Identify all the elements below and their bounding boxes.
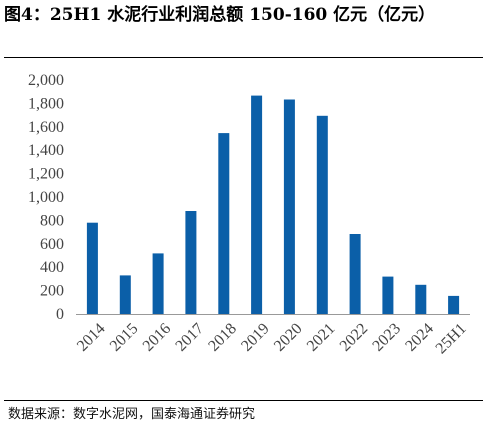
x-tick-label: 2023: [369, 320, 404, 355]
bar-2017: [185, 211, 197, 314]
chart-title: 图4：25H1 水泥行业利润总额 150-160 亿元（亿元）: [4, 5, 436, 25]
bar-2022: [349, 234, 361, 314]
y-tick-label: 0: [56, 306, 64, 323]
y-tick-label: 600: [40, 236, 64, 253]
x-tick-label: 2019: [238, 320, 273, 355]
x-tick-label: 25H1: [433, 320, 470, 357]
bar-2023: [382, 276, 394, 314]
bar-2019: [251, 95, 263, 314]
bar-2016: [152, 253, 164, 314]
bars: [86, 95, 460, 315]
y-tick-label: 1,000: [28, 189, 64, 206]
x-tick-label: 2015: [107, 320, 142, 355]
y-tick-label: 1,200: [28, 166, 64, 183]
y-axis-tick-labels: 0 200 400 600 800 1,000 1,200 1,400 1,600 1,800 2,…: [28, 72, 64, 323]
bar-2024: [415, 284, 427, 315]
bar-2021: [316, 115, 328, 314]
y-tick-label: 400: [40, 259, 64, 276]
x-tick-label: 2018: [205, 320, 240, 355]
x-tick-label: 2022: [337, 320, 372, 355]
y-tick-label: 1,400: [28, 142, 64, 159]
y-tick-label: 2,000: [28, 72, 64, 89]
y-tick-label: 200: [40, 283, 64, 300]
x-tick-label: 2020: [271, 320, 306, 355]
bar-25h1: [448, 295, 460, 314]
source-divider: [4, 400, 483, 401]
y-tick-label: 1,600: [28, 119, 64, 136]
y-tick-label: 800: [40, 212, 64, 229]
x-tick-label: 2017: [172, 320, 207, 355]
bar-2015: [119, 275, 131, 314]
title-divider: [4, 57, 483, 58]
x-tick-label: 2016: [140, 320, 175, 355]
bar-2018: [218, 133, 230, 314]
bar-2014: [86, 222, 98, 314]
x-tick-label: 2021: [304, 320, 339, 355]
y-tick-label: 1,800: [28, 95, 64, 112]
x-axis-tick-labels: 2014201520162017201820192020202120222023…: [74, 320, 470, 357]
x-tick-label: 2014: [74, 320, 109, 355]
source-note: 数据来源：数字水泥网，国泰海通证券研究: [8, 407, 256, 422]
bar-2020: [283, 99, 295, 314]
bar-chart: 0 200 400 600 800 1,000 1,200 1,400 1,600 1,800 2,…: [28, 72, 470, 357]
x-tick-label: 2024: [402, 320, 437, 355]
